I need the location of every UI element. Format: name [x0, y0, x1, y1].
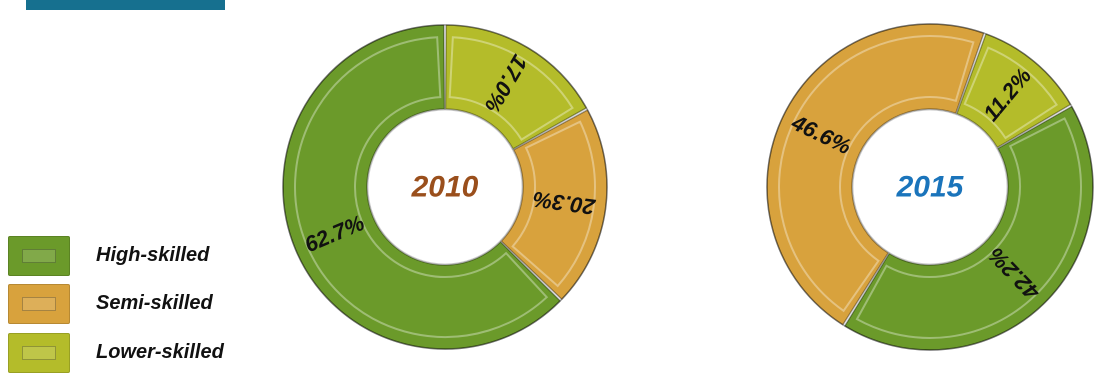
slice-2010-semi-skilled: [500, 108, 608, 301]
legend-swatch-semi-skilled: [8, 284, 70, 324]
slice-2010-lower-skilled: [444, 24, 588, 150]
slice-2015-semi-skilled: [766, 23, 985, 326]
donut-rim-2010: [282, 24, 608, 350]
slice-bevel-2015-lower-skilled: [963, 46, 1059, 140]
slice-2010-high-skilled: [282, 24, 562, 350]
donut-hole-2015: [852, 109, 1008, 265]
legend-swatch-high-skilled: [8, 236, 70, 276]
legend-item-semi-skilled: Semi-skilled: [8, 284, 278, 324]
donut-hole-2010: [367, 109, 523, 265]
legend-label-lower-skilled: Lower-skilled: [96, 341, 224, 363]
legend-item-high-skilled: High-skilled: [8, 236, 278, 276]
center-label-2015: 2015: [896, 171, 965, 204]
legend-label-high-skilled: High-skilled: [96, 244, 210, 266]
slice-bevel-2010-semi-skilled: [511, 120, 596, 288]
legend-item-lower-skilled: Lower-skilled: [8, 333, 278, 373]
slice-2015-lower-skilled: [955, 32, 1072, 149]
legend-label-semi-skilled: Semi-skilled: [96, 292, 213, 314]
slice-bevel-2010-lower-skilled: [448, 36, 574, 141]
slice-bevel-2015-high-skilled: [855, 117, 1082, 339]
donut-chart-2010: 17.0%20.3%62.7%2010: [282, 24, 608, 350]
slice-bevel-2015-semi-skilled: [778, 35, 975, 313]
legend: High-skilled Semi-skilled Lower-skilled: [8, 236, 278, 376]
slice-2015-high-skilled: [843, 105, 1094, 351]
legend-swatch-lower-skilled: [8, 333, 70, 373]
donut-rim-2015: [766, 23, 1094, 351]
header-accent-bar: [26, 0, 225, 10]
donut-chart-2015: 42.2%46.6%11.2%2015: [766, 23, 1094, 351]
center-label-2010: 2010: [411, 171, 479, 204]
slice-bevel-2010-high-skilled: [294, 36, 549, 338]
